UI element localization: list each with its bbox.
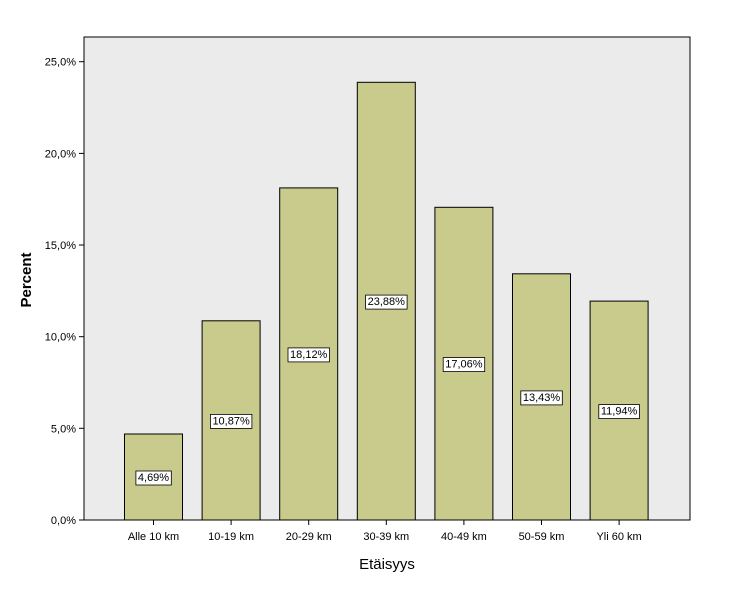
data-label-group: 23,88% [365, 294, 408, 310]
x-tick-label: 30-39 km [363, 531, 409, 543]
data-label-group: 13,43% [520, 390, 563, 406]
data-label-box [135, 470, 172, 486]
y-tick-label: 20,0% [45, 148, 76, 160]
y-axis: 0,0% 5,0% 10,0% 15,0% 20,0% 25,0% [45, 57, 84, 527]
data-label: 13,43% [523, 392, 561, 404]
data-label-group: 10,87% [209, 413, 253, 429]
x-tick-label: Alle 10 km [128, 531, 179, 543]
data-label: 17,06% [445, 359, 483, 371]
x-tick-label: 10-19 km [208, 531, 254, 543]
data-label: 23,88% [368, 296, 406, 308]
y-tick-label: 10,0% [45, 332, 76, 344]
data-label: 11,94% [601, 406, 638, 418]
x-tick-label: 20-29 km [286, 531, 332, 543]
x-tick-label: 50-59 km [519, 531, 565, 543]
data-label-box [287, 347, 330, 363]
data-label-box [442, 357, 486, 373]
y-tick-label: 5,0% [51, 423, 76, 435]
data-label: 10,87% [212, 415, 250, 427]
x-tick-label: 40-49 km [441, 531, 487, 543]
data-label-group: 11,94% [598, 404, 640, 420]
data-label-box [365, 294, 408, 310]
data-label-box [520, 390, 563, 406]
data-label: 4,69% [138, 472, 169, 484]
y-tick-label: 0,0% [51, 515, 76, 527]
x-axis-title: Etäisyys [359, 556, 415, 573]
data-label-group: 17,06% [442, 357, 486, 373]
y-tick-label: 15,0% [45, 240, 76, 252]
data-label-box [598, 404, 640, 420]
data-label-group: 4,69% [135, 470, 172, 486]
x-axis: Alle 10 km 10-19 km 20-29 km 30-39 km 40-49 … [128, 520, 642, 543]
data-label-box [209, 413, 253, 429]
data-label: 18,12% [290, 349, 328, 361]
bars-group: 4,69% 10,87% 18,12% 23,88% 17,06% 13,43% 11,94… [124, 81, 649, 521]
y-tick-label: 25,0% [45, 57, 76, 69]
data-label-group: 18,12% [287, 347, 330, 363]
y-axis-title: Percent [18, 252, 35, 307]
x-tick-label: Yli 60 km [596, 531, 641, 543]
